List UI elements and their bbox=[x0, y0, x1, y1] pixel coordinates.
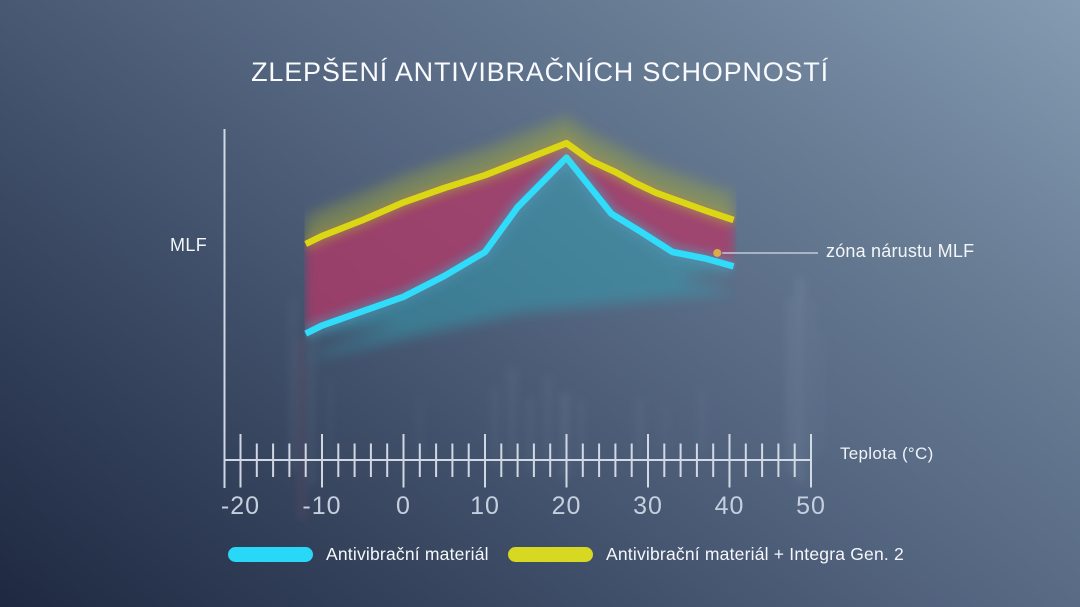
axes bbox=[223, 129, 812, 488]
x-tick-label: -10 bbox=[302, 492, 341, 520]
x-tick-label: 30 bbox=[633, 492, 663, 520]
vibration-streaks bbox=[290, 278, 823, 520]
x-tick-labels: -20 -10 0 10 20 30 40 50 bbox=[221, 492, 826, 520]
zone-annotation bbox=[713, 248, 818, 257]
series-line-antivibracni-material bbox=[304, 154, 735, 337]
legend-item-antivibracni-material-integra: Antivibrační materiál + Integra Gen. 2 bbox=[508, 544, 904, 565]
x-tick-label: 20 bbox=[552, 492, 582, 520]
legend-swatch-yellow bbox=[508, 547, 593, 562]
legend-label-antivibracni-material: Antivibrační materiál bbox=[326, 544, 489, 564]
x-tick-label: 40 bbox=[715, 492, 745, 520]
x-tick-label: 10 bbox=[470, 492, 500, 520]
yellow-curve-glow bbox=[305, 117, 734, 244]
series-line-antivibracni-material-integra bbox=[304, 139, 735, 247]
x-axis-label: Teplota (°C) bbox=[840, 444, 934, 463]
x-tick-label: -20 bbox=[221, 492, 260, 520]
y-axis-label: MLF bbox=[170, 235, 208, 255]
legend-swatch-cyan bbox=[228, 547, 313, 562]
legend-label-antivibracni-material-integra: Antivibrační materiál + Integra Gen. 2 bbox=[606, 544, 904, 564]
cyan-curve-glow bbox=[305, 157, 734, 360]
legend-item-antivibracni-material: Antivibrační materiál bbox=[228, 544, 489, 565]
zone-annotation-label: zóna nárustu MLF bbox=[826, 241, 975, 261]
x-tick-label: 50 bbox=[796, 492, 826, 520]
chart-title: ZLEPŠENÍ ANTIVIBRAČNÍCH SCHOPNOSTÍ bbox=[251, 57, 829, 87]
x-tick-label: 0 bbox=[396, 492, 411, 520]
annotation-dot bbox=[713, 248, 722, 257]
